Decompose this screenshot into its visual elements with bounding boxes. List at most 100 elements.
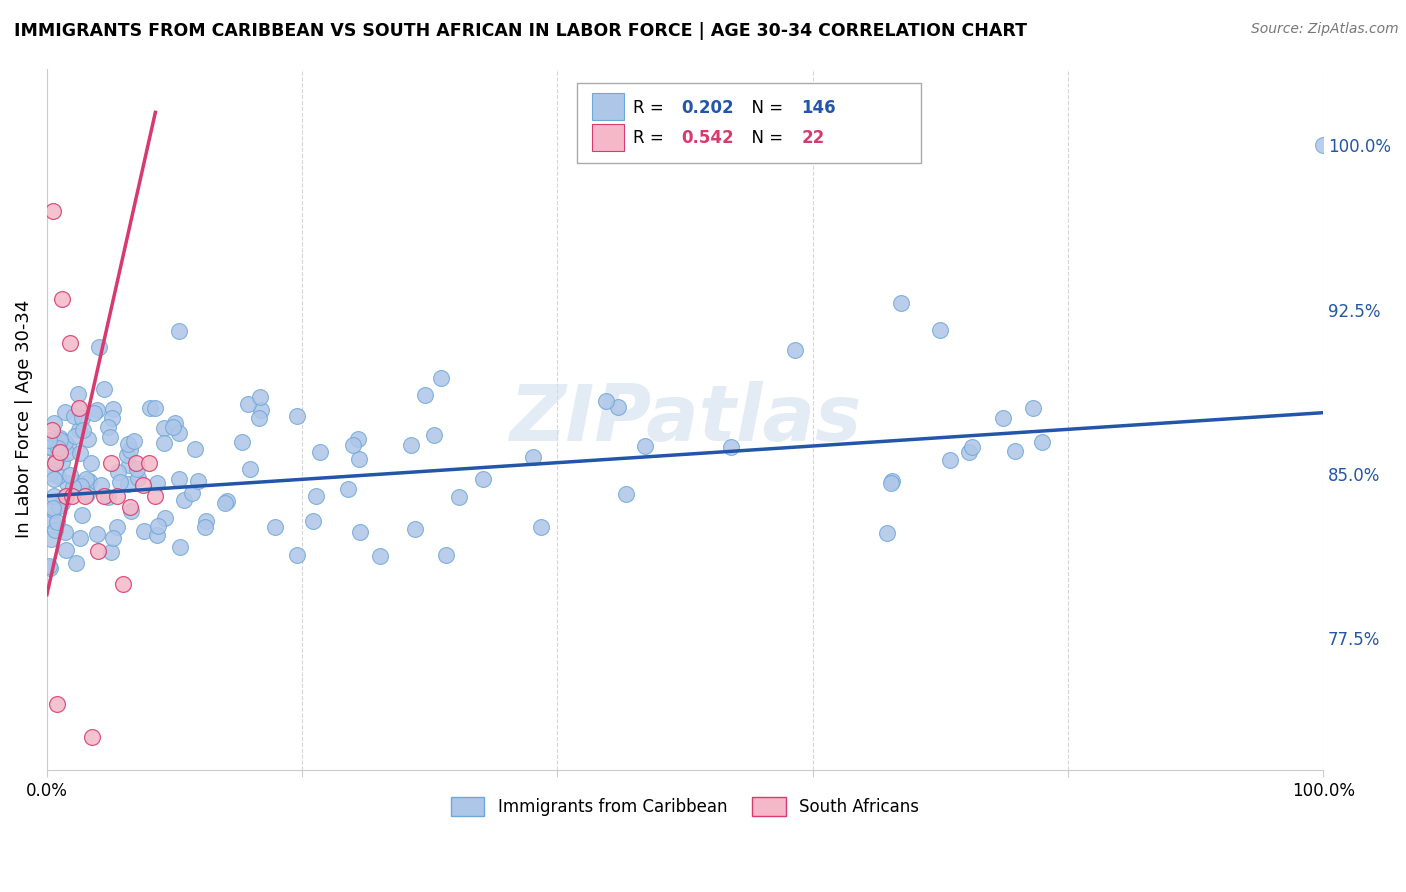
Point: [93, 489, 115, 503]
Point: [993, 411, 1015, 425]
Point: [75, 489, 97, 503]
Point: [55, 475, 77, 490]
Text: R =: R =: [633, 99, 669, 117]
Point: [183, 442, 205, 457]
Point: [41, 514, 63, 528]
Point: [195, 515, 218, 529]
Point: [69, 446, 91, 460]
Point: [607, 400, 630, 414]
Text: ZIPatlas: ZIPatlas: [509, 381, 860, 458]
Point: [101, 411, 124, 425]
Point: [38, 559, 60, 574]
Point: [70, 410, 93, 425]
Point: [215, 493, 238, 508]
Point: [434, 548, 457, 562]
Point: [162, 420, 184, 434]
Bar: [576, 83, 921, 163]
Point: [46, 698, 69, 712]
Point: [97, 490, 120, 504]
Point: [62, 409, 84, 424]
Point: [138, 456, 160, 470]
Point: [370, 549, 392, 563]
Point: [145, 401, 167, 415]
Point: [45, 453, 67, 467]
Point: [337, 483, 360, 497]
Point: [46, 469, 69, 483]
Point: [1031, 434, 1053, 449]
Point: [146, 475, 169, 490]
Point: [42, 204, 65, 219]
Bar: [592, 124, 624, 151]
Point: [93, 382, 115, 396]
Point: [55, 489, 77, 503]
Point: [173, 493, 195, 508]
Point: [76, 486, 98, 500]
Point: [48, 500, 70, 514]
Point: [117, 437, 139, 451]
Point: [51, 455, 73, 469]
Point: [239, 462, 262, 476]
Point: [112, 576, 135, 591]
Text: Source: ZipAtlas.com: Source: ZipAtlas.com: [1251, 22, 1399, 37]
Point: [347, 452, 370, 467]
Point: [118, 458, 141, 473]
Point: [101, 531, 124, 545]
Point: [86, 403, 108, 417]
Point: [70, 508, 93, 523]
Point: [122, 434, 145, 449]
Point: [39, 533, 62, 547]
Point: [1312, 138, 1334, 153]
Point: [51, 292, 73, 306]
Point: [169, 541, 191, 555]
Point: [301, 514, 323, 528]
Point: [231, 435, 253, 450]
Point: [349, 524, 371, 539]
Point: [263, 520, 285, 534]
Point: [309, 445, 332, 459]
Point: [399, 438, 422, 452]
Point: [167, 425, 190, 440]
Point: [42, 503, 65, 517]
Point: [51, 495, 73, 509]
Point: [633, 439, 655, 453]
Point: [939, 452, 962, 467]
Point: [38, 440, 60, 454]
Point: [75, 472, 97, 486]
Point: [87, 340, 110, 354]
Point: [41, 423, 63, 437]
Point: [139, 401, 162, 415]
Point: [76, 432, 98, 446]
Point: [132, 524, 155, 538]
Point: [187, 475, 209, 489]
Point: [423, 427, 446, 442]
Point: [1022, 401, 1045, 415]
Point: [38, 466, 60, 480]
Point: [105, 489, 128, 503]
Point: [103, 401, 125, 416]
Point: [100, 545, 122, 559]
Point: [120, 504, 142, 518]
Point: [42, 416, 65, 430]
Point: [49, 434, 72, 448]
Point: [90, 478, 112, 492]
Point: [167, 471, 190, 485]
Point: [145, 489, 167, 503]
Point: [180, 486, 202, 500]
Bar: [592, 93, 624, 120]
Point: [46, 441, 69, 455]
Text: 0.542: 0.542: [681, 129, 734, 147]
Point: [52, 490, 75, 504]
Point: [56, 445, 79, 459]
Y-axis label: In Labor Force | Age 30-34: In Labor Force | Age 30-34: [15, 300, 32, 539]
Point: [120, 442, 142, 457]
Point: [404, 522, 426, 536]
Point: [614, 487, 637, 501]
Point: [250, 403, 273, 417]
Point: [342, 438, 364, 452]
Point: [105, 520, 128, 534]
Point: [415, 388, 437, 402]
Point: [62, 480, 84, 494]
Point: [48, 445, 70, 459]
Point: [83, 406, 105, 420]
Point: [87, 543, 110, 558]
